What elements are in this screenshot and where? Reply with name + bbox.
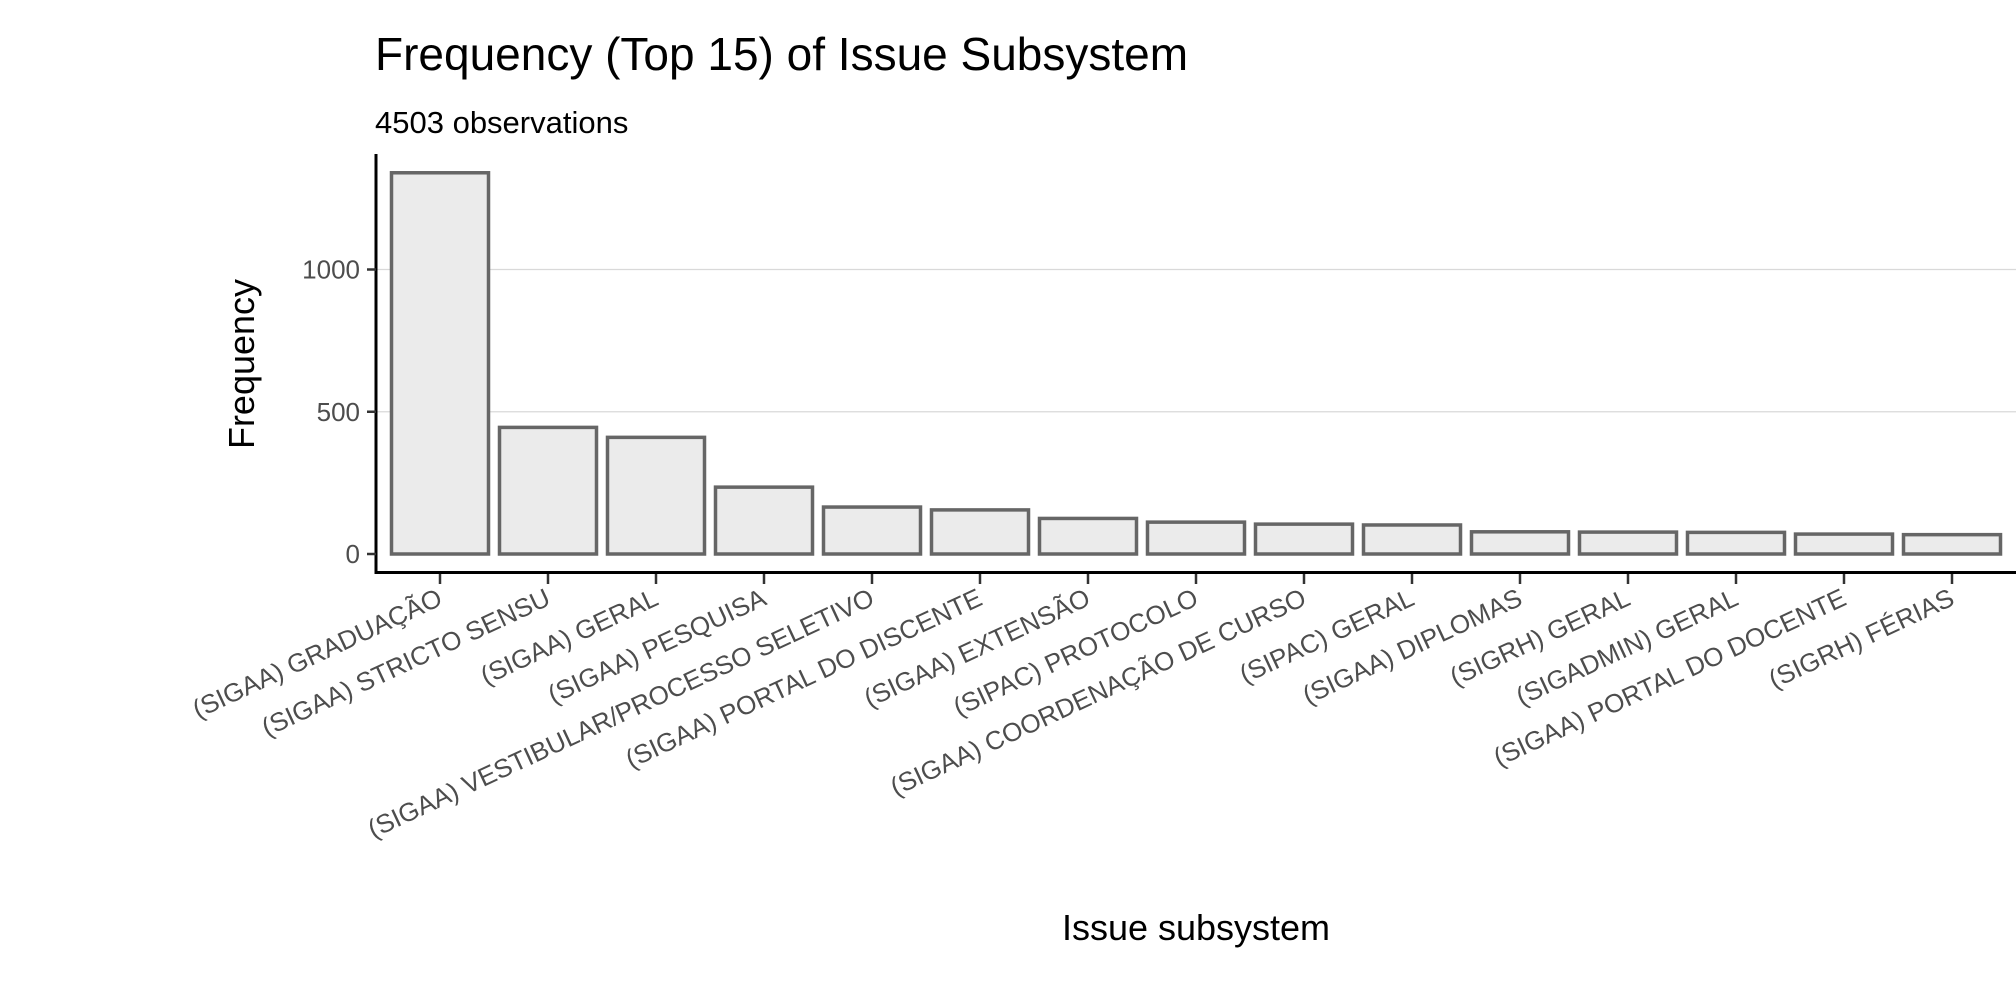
bar bbox=[1685, 530, 1787, 556]
bar bbox=[1577, 530, 1679, 556]
gridlines bbox=[376, 268, 2016, 413]
x-axis-title: Issue subsystem bbox=[1062, 907, 1330, 948]
x-axis-ticks: (SIGAA) GRADUAÇÃO(SIGAA) STRICTO SENSU(S… bbox=[188, 574, 1959, 844]
bar bbox=[497, 425, 599, 556]
y-tick-label: 500 bbox=[317, 397, 360, 427]
bar bbox=[389, 171, 491, 556]
bar bbox=[605, 435, 707, 556]
bar bbox=[821, 505, 923, 556]
bar bbox=[1469, 530, 1571, 556]
bar bbox=[1037, 516, 1139, 556]
y-tick-label: 0 bbox=[346, 539, 360, 569]
bars bbox=[389, 171, 2003, 556]
bar bbox=[1145, 520, 1247, 556]
x-tick-label: (SIGRH) FÉRIAS bbox=[1764, 582, 1959, 694]
y-tick-label: 1000 bbox=[302, 255, 360, 285]
chart-subtitle: 4503 observations bbox=[375, 105, 628, 140]
chart-title: Frequency (Top 15) of Issue Subsystem bbox=[375, 28, 1188, 80]
bar bbox=[1253, 522, 1355, 556]
bar bbox=[1901, 532, 2003, 556]
bar bbox=[1793, 532, 1895, 556]
y-axis-ticks: 0 500 1000 bbox=[302, 255, 376, 569]
bar bbox=[929, 508, 1031, 556]
bar bbox=[1361, 523, 1463, 556]
y-axis-title: Frequency bbox=[221, 279, 262, 449]
bar bbox=[713, 485, 815, 556]
